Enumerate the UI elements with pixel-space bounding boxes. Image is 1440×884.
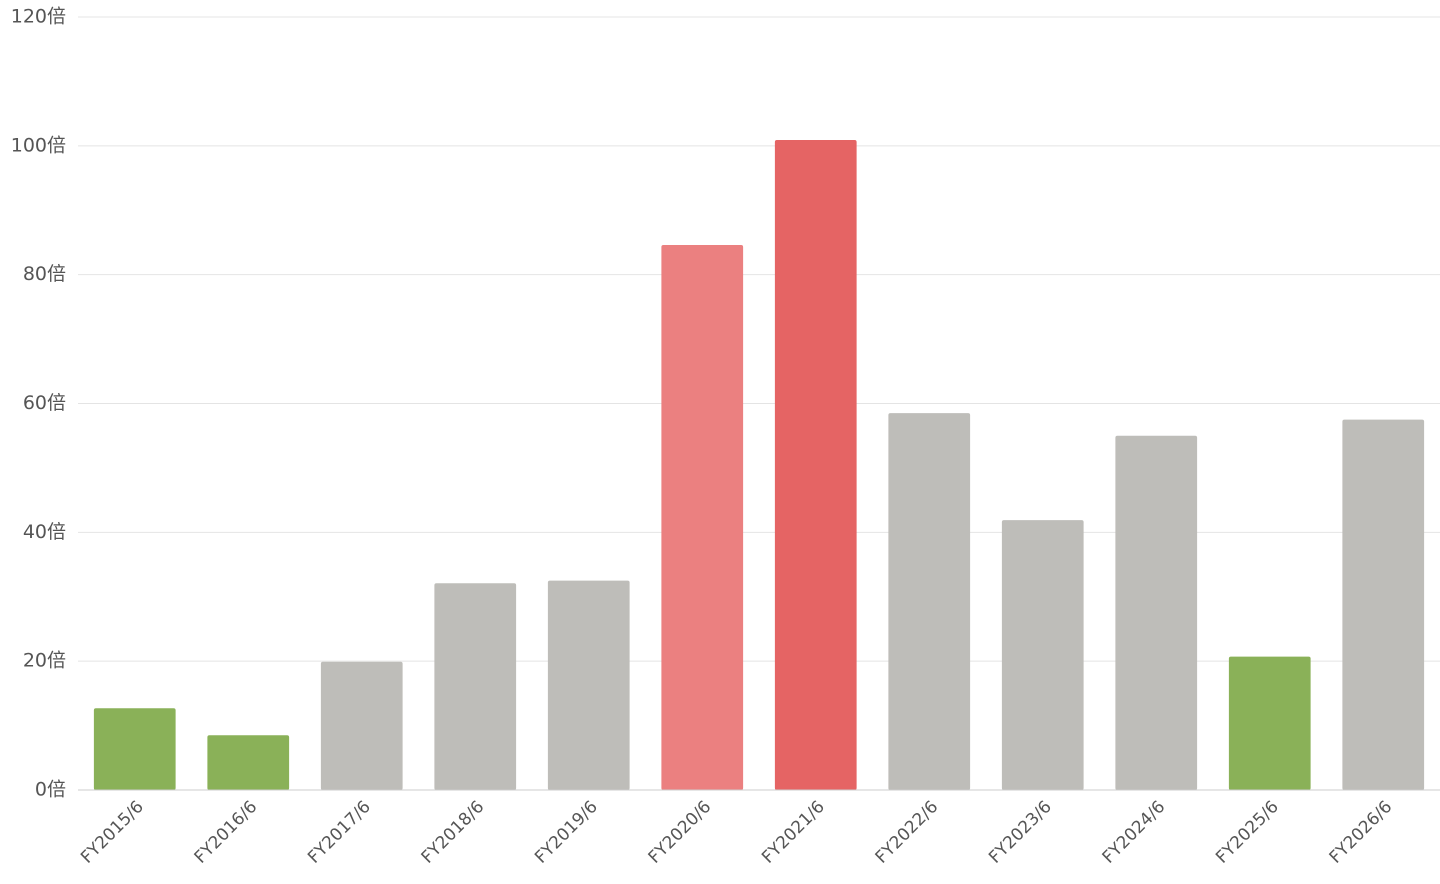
bar [888,413,971,790]
bar [661,245,744,790]
y-tick-label: 120倍 [11,6,66,28]
x-tick-label: FY2015/6 [77,797,148,868]
y-tick-label: 80倍 [23,263,66,285]
x-tick-label: FY2016/6 [191,797,262,868]
x-tick-label: FY2020/6 [645,797,716,868]
x-tick-label: FY2021/6 [758,797,829,868]
y-tick-label: 60倍 [23,392,66,414]
x-tick-label: FY2019/6 [531,797,602,868]
bar [547,580,630,790]
x-tick-label: FY2024/6 [1099,797,1170,868]
bar [1342,419,1425,790]
x-tick-label: FY2017/6 [304,797,375,868]
x-tick-label: FY2018/6 [418,797,489,868]
y-tick-label: 40倍 [23,521,66,543]
y-tick-label: 0倍 [35,779,66,801]
bar [434,583,517,790]
bar [93,708,176,790]
y-tick-label: 100倍 [11,134,66,156]
y-tick-label: 20倍 [23,650,66,672]
x-tick-label: FY2025/6 [1212,797,1283,868]
bar [1115,435,1198,790]
x-tick-label: FY2022/6 [872,797,943,868]
bar [774,140,857,790]
bar [1001,520,1084,790]
bar [320,661,403,790]
x-tick-label: FY2026/6 [1326,797,1397,868]
bar [207,735,290,790]
bar [1228,656,1311,790]
x-tick-label: FY2023/6 [985,797,1056,868]
